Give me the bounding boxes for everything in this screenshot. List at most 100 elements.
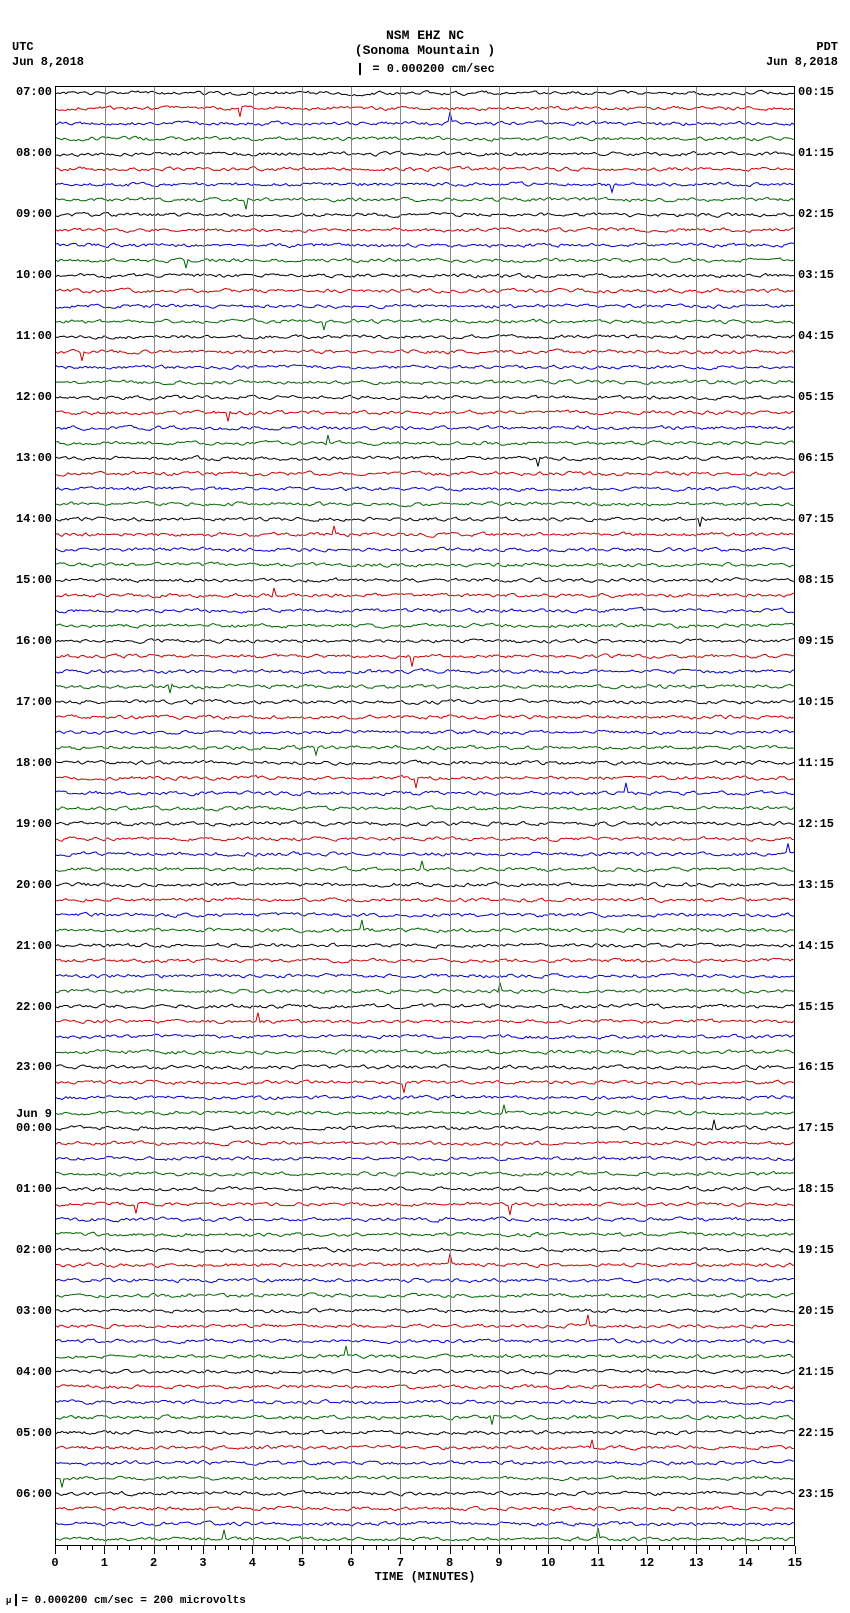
seismic-trace [56,136,794,141]
seismic-trace [56,425,794,430]
xaxis-major-tick [252,1546,253,1554]
left-hour-label: 05:00 [16,1426,52,1440]
minute-gridline [253,87,254,1545]
seismic-trace [56,106,794,117]
xaxis-minor-tick [474,1546,475,1550]
seismic-trace [56,90,794,95]
xaxis-minor-tick [610,1546,611,1550]
xaxis-minor-tick [709,1546,710,1550]
xaxis-minor-tick [117,1546,118,1550]
seismic-trace [56,380,794,385]
seismic-trace [56,1293,794,1298]
right-hour-label: 13:15 [798,878,834,892]
scale-text: = 0.000200 cm/sec [372,62,494,76]
xaxis-minor-tick [511,1546,512,1550]
minute-gridline [154,87,155,1545]
right-hour-label: 05:15 [798,390,834,404]
xaxis-minor-tick [659,1546,660,1550]
xaxis-major-tick [154,1546,155,1554]
seismic-trace [56,1339,794,1344]
xaxis-minor-tick [585,1546,586,1550]
xaxis-minor-tick [684,1546,685,1550]
seismic-trace [56,912,794,917]
left-hour-label: 03:00 [16,1304,52,1318]
xaxis-minor-tick [462,1546,463,1550]
seismic-trace [56,1415,794,1425]
seismic-trace [56,1217,794,1222]
xaxis-minor-tick [524,1546,525,1550]
seismic-trace [56,435,794,446]
xaxis-minor-tick [672,1546,673,1550]
xaxis-minor-tick [265,1546,266,1550]
seismic-trace [56,471,794,476]
seismic-trace [56,760,794,765]
seismic-trace [56,973,794,978]
right-hour-label: 17:15 [798,1121,834,1135]
seismic-trace [56,395,794,400]
seismic-trace [56,669,794,674]
seismic-trace [56,212,794,217]
right-hour-label: 22:15 [798,1426,834,1440]
seismic-trace [56,365,794,370]
xaxis-minor-tick [129,1546,130,1550]
xaxis-minor-tick [277,1546,278,1550]
seismic-trace [56,1460,794,1465]
seismic-trace [56,882,794,887]
xaxis-tick-label: 8 [446,1556,453,1570]
xaxis-minor-tick [178,1546,179,1550]
seismic-trace [56,1080,794,1093]
seismic-trace [56,274,794,279]
seismic-trace [56,861,794,872]
left-hour-label: 09:00 [16,207,52,221]
left-date-label: Jun 9 [16,1107,52,1121]
minute-gridline [499,87,500,1545]
seismic-trace [56,1013,794,1024]
right-hour-label: 19:15 [798,1243,834,1257]
right-hour-label: 00:15 [798,85,834,99]
xaxis-minor-tick [92,1546,93,1550]
left-hour-label: 23:00 [16,1060,52,1074]
xaxis-tick-label: 3 [199,1556,206,1570]
footer-scale: µ = 0.000200 cm/sec = 200 microvolts [6,1594,246,1607]
xaxis-minor-tick [191,1546,192,1550]
xaxis-major-tick [746,1546,747,1554]
station-subtitle: (Sonoma Mountain ) [0,43,850,58]
left-hour-label: 01:00 [16,1182,52,1196]
xaxis-minor-tick [573,1546,574,1550]
xaxis-minor-tick [413,1546,414,1550]
seismic-trace [56,1004,794,1009]
seismic-trace [56,588,794,598]
minute-gridline [400,87,401,1545]
footer-mu-icon: µ [6,1596,11,1606]
seismic-trace [56,1034,794,1039]
seismic-trace [56,1506,794,1511]
seismic-trace [56,1369,794,1374]
xaxis-tick-label: 1 [101,1556,108,1570]
xaxis-minor-tick [721,1546,722,1550]
xaxis-minor-tick [635,1546,636,1550]
xaxis-minor-tick [388,1546,389,1550]
right-hour-label: 11:15 [798,756,834,770]
left-hour-label: 22:00 [16,1000,52,1014]
left-hour-label: 14:00 [16,512,52,526]
xaxis-label: TIME (MINUTES) [375,1570,476,1584]
xaxis-tick-label: 2 [150,1556,157,1570]
seismic-trace [56,1528,794,1541]
xaxis-major-tick [450,1546,451,1554]
left-hour-label: 00:00 [16,1121,52,1135]
left-hour-label: 07:00 [16,85,52,99]
seismic-trace [56,166,794,171]
footer-text: = 0.000200 cm/sec = 200 microvolts [21,1595,245,1607]
seismic-trace [56,654,794,667]
xaxis-minor-tick [166,1546,167,1550]
header-block: NSM EHZ NC (Sonoma Mountain ) = 0.000200… [0,28,850,76]
xaxis-minor-tick [622,1546,623,1550]
seismic-trace [56,258,794,268]
right-hour-label: 14:15 [798,939,834,953]
xaxis-minor-tick [733,1546,734,1550]
left-hour-label: 04:00 [16,1365,52,1379]
xaxis-minor-tick [141,1546,142,1550]
seismic-trace [56,197,794,209]
seismic-trace [56,836,794,841]
right-hour-label: 02:15 [798,207,834,221]
